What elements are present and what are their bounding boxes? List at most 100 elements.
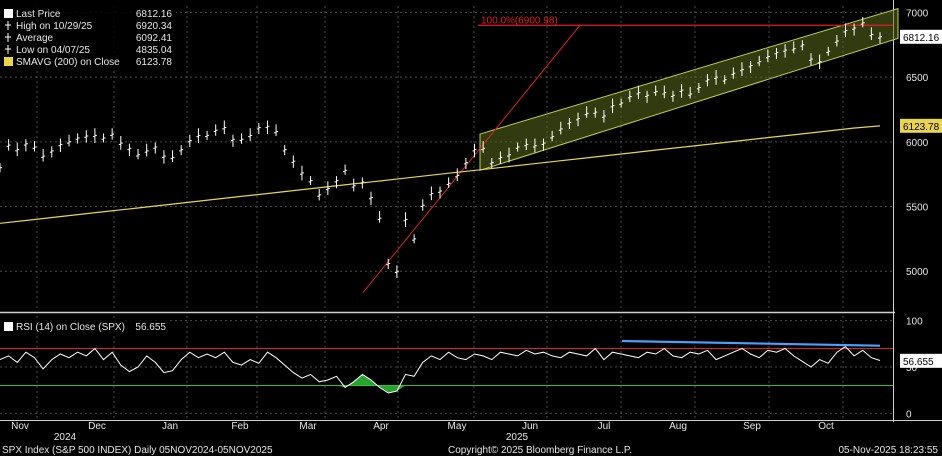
price-bar: [412, 234, 417, 244]
price-bar: [834, 35, 839, 47]
rsi-y-tick-label: 100: [906, 317, 923, 328]
price-bar: [368, 191, 373, 206]
price-bar: [765, 49, 770, 63]
rsi-y-tick-label: 50: [906, 363, 918, 374]
price-bar: [567, 117, 572, 130]
price-bar: [584, 106, 589, 118]
price-bar: [593, 107, 598, 118]
rsi-last-tag-text: 56.655: [903, 357, 934, 368]
rsi-trendline: [621, 339, 881, 347]
price-bar: [282, 145, 287, 156]
y-tick-label: 6500: [906, 73, 929, 84]
price-bar: [515, 142, 520, 152]
price-bar: [653, 85, 658, 96]
y-tick-label: 6000: [906, 138, 929, 149]
price-bar: [429, 186, 434, 201]
price-bar: [308, 176, 313, 186]
legend-marker: [4, 322, 13, 331]
legend-marker: [4, 57, 13, 66]
rsi-last-tag-bg: [900, 353, 942, 368]
price-bar: [343, 164, 348, 175]
price-bar: [403, 212, 408, 228]
price-bar: [230, 134, 235, 147]
price-bar: [481, 141, 486, 153]
price-bar: [0, 163, 2, 173]
last-price-tag-text: 6812.16: [903, 33, 940, 44]
price-bar: [274, 124, 279, 137]
y-axis-labels: 7000 6500 6000 5500 5000 100 50 0: [906, 8, 929, 420]
price-bar: [472, 143, 477, 158]
y-tick-label: 7000: [906, 8, 929, 19]
price-bar: [136, 148, 141, 160]
price-bar: [688, 86, 693, 99]
footer-right: 05-Nov-2025 18:23:55: [838, 445, 938, 456]
price-bar: [610, 98, 615, 114]
legend-marker: [5, 21, 11, 30]
legend-value: 6123.78: [136, 57, 173, 68]
price-bar: [67, 134, 72, 147]
legend-label: Low on 04/07/25: [16, 45, 90, 56]
fib-label: 100.0%(6900.98): [481, 15, 558, 26]
price-bar: [601, 110, 606, 123]
price-bar: [75, 133, 80, 144]
x-tick-month: Jun: [522, 421, 538, 432]
rsi-legend: RSI (14) on Close (SPX) 56.655: [0, 319, 170, 335]
price-bar: [15, 142, 20, 157]
price-bar: [49, 146, 54, 158]
legend-swatch: [4, 57, 13, 66]
price-bar: [291, 155, 296, 168]
price-bar: [325, 181, 330, 195]
price-bar: [731, 67, 736, 79]
fib-ray: [362, 24, 581, 293]
price-bar: [636, 85, 641, 100]
price-bar: [196, 128, 201, 143]
price-bar: [783, 44, 788, 58]
price-bar: [386, 258, 391, 269]
price-bar: [774, 48, 779, 60]
price-bar: [489, 158, 494, 169]
price-bar: [498, 151, 503, 164]
price-bar: [110, 128, 115, 140]
legend-label: High on 10/29/25: [16, 21, 93, 32]
x-tick-month: Aug: [669, 421, 687, 432]
price-bar: [92, 128, 97, 143]
price-bar: [205, 130, 210, 140]
price-bar: [860, 16, 865, 28]
price-bar: [541, 138, 546, 151]
price-bar: [360, 177, 365, 189]
price-bar: [455, 168, 460, 182]
price-bar: [791, 41, 796, 54]
price-bar: [170, 150, 175, 162]
price-bar: [213, 124, 218, 136]
price-bar: [808, 53, 813, 66]
rsi-oversold-fill: [336, 374, 406, 393]
price-bar: [58, 138, 63, 153]
x-tick-month: Sep: [743, 421, 761, 432]
legend-value: 4835.04: [136, 45, 173, 56]
x-tick-month: Feb: [231, 421, 249, 432]
rsi-last-tag: 56.655: [900, 353, 942, 368]
price-bar: [507, 147, 512, 163]
rsi-y-tick-label: 0: [906, 409, 912, 420]
price-bar: [869, 27, 874, 41]
price-bar: [645, 90, 650, 103]
price-bar: [153, 142, 158, 154]
price-bar: [101, 133, 106, 143]
price-bar: [679, 84, 684, 98]
legend-value: 6092.41: [136, 33, 173, 44]
x-tick-month: Dec: [88, 421, 106, 432]
price-bar: [438, 186, 442, 199]
price-bar: [239, 133, 244, 144]
price-bar: [705, 73, 710, 87]
x-tick-month: Oct: [818, 421, 834, 432]
price-bar: [127, 143, 132, 156]
series-sma-line: [0, 125, 881, 224]
price-legend-bg: [0, 6, 176, 70]
price-bar: [800, 40, 805, 51]
price-bar: [662, 85, 667, 99]
price-bar: [248, 128, 253, 141]
price-bar: [670, 90, 675, 102]
price-bar: [817, 54, 822, 70]
price-bar: [627, 90, 632, 103]
